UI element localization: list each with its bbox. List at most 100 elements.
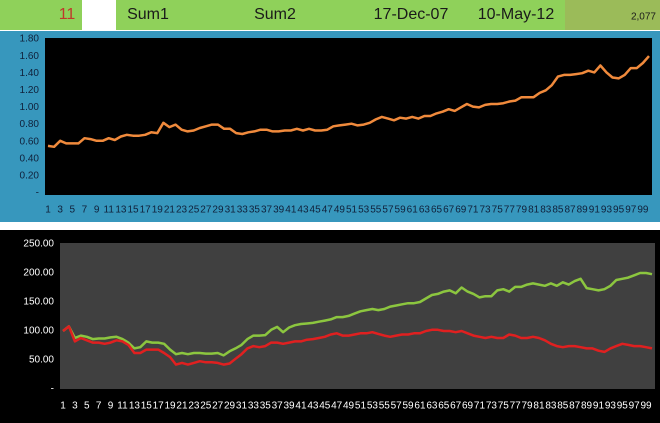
x-tick-label: 97 [629,401,641,412]
x-tick-label: 9 [94,205,100,216]
y-tick-label: 1.20 [20,85,40,96]
blank-cell [82,0,116,30]
x-tick-label: 69 [455,205,467,216]
y-tick-label: 250.00 [23,239,54,250]
x-tick-label: 65 [431,205,443,216]
x-tick-label: 47 [331,401,343,412]
x-tick-label: 7 [96,401,102,412]
x-tick-label: 51 [355,401,367,412]
x-tick-label: 87 [569,401,581,412]
x-tick-label: 37 [272,401,284,412]
x-tick-label: 71 [467,205,479,216]
x-tick-label: 7 [82,205,88,216]
x-tick-label: 49 [334,205,346,216]
x-tick-label: 33 [237,205,249,216]
x-tick-label: 35 [249,205,261,216]
plot-area [60,243,655,389]
x-tick-label: 29 [212,205,224,216]
data-line [47,55,650,149]
x-tick-label: 61 [414,401,426,412]
x-tick-label: 31 [225,205,237,216]
x-tick-label: 85 [552,205,564,216]
x-tick-label: 79 [522,401,534,412]
x-tick-label: 51 [346,205,358,216]
x-tick-label: 23 [176,205,188,216]
x-tick-label: 39 [273,205,285,216]
x-tick-label: 49 [343,401,355,412]
x-tick-label: 15 [127,205,139,216]
y-tick-label: 150.00 [23,297,54,308]
x-tick-label: 31 [236,401,248,412]
x-tick-label: 33 [248,401,260,412]
x-tick-label: 77 [510,401,522,412]
y-tick-label: 1.00 [20,102,40,113]
x-tick-label: 41 [295,401,307,412]
x-tick-label: 5 [70,205,76,216]
x-tick-label: 91 [593,401,605,412]
x-tick-label: 43 [307,401,319,412]
x-tick-label: 75 [492,205,504,216]
header-cell-text: Sum2 [254,6,296,23]
header-cell-text: 17-Dec-07 [374,6,449,23]
x-tick-label: 55 [370,205,382,216]
x-tick-label: 17 [140,205,152,216]
x-tick-label: 17 [153,401,165,412]
x-tick-label: 9 [108,401,114,412]
x-tick-label: 95 [613,205,625,216]
y-tick-label: 50.00 [29,355,54,366]
x-tick-label: 39 [284,401,296,412]
y-tick-label: - [36,188,39,199]
x-tick-label: 89 [577,205,589,216]
x-tick-label: 99 [637,205,649,216]
x-tick-label: 19 [165,401,177,412]
x-tick-label: 13 [115,205,127,216]
x-tick-label: 67 [450,401,462,412]
data-line [62,325,653,366]
x-tick-label: 41 [285,205,297,216]
x-tick-label: 73 [486,401,498,412]
x-tick-label: 15 [141,401,153,412]
data-line [62,271,653,357]
x-tick-label: 27 [212,401,224,412]
header-cell-text: Sum1 [127,6,169,23]
y-tick-label: 200.00 [23,268,54,279]
x-tick-label: 93 [605,401,617,412]
x-tick-label: 95 [617,401,629,412]
header-cell [565,0,660,30]
header-cell-text: 11 [59,6,76,23]
x-tick-label: 63 [426,401,438,412]
y-tick-label: 1.60 [20,51,40,62]
x-tick-label: 89 [581,401,593,412]
x-tick-label: 59 [395,205,407,216]
x-tick-label: 97 [625,205,637,216]
x-tick-label: 11 [104,205,115,216]
x-tick-label: 23 [188,401,200,412]
x-tick-label: 25 [200,401,212,412]
y-tick-label: 0.20 [20,171,40,182]
x-tick-label: 5 [84,401,90,412]
x-tick-label: 69 [462,401,474,412]
x-tick-label: 57 [382,205,394,216]
x-tick-label: 29 [224,401,236,412]
x-tick-label: 71 [474,401,486,412]
x-tick-label: 37 [261,205,273,216]
x-tick-label: 11 [117,401,128,412]
x-tick-label: 75 [498,401,510,412]
x-tick-label: 3 [72,401,78,412]
x-tick-label: 53 [358,205,370,216]
x-tick-label: 91 [589,205,601,216]
y-tick-label: 0.80 [20,119,40,130]
x-tick-label: 21 [176,401,188,412]
x-tick-label: 67 [443,205,455,216]
x-tick-label: 45 [319,401,331,412]
x-tick-label: 77 [504,205,516,216]
x-tick-label: 65 [438,401,450,412]
x-tick-label: 55 [379,401,391,412]
x-tick-label: 87 [564,205,576,216]
x-tick-label: 45 [310,205,322,216]
y-tick-label: - [51,384,54,395]
x-tick-label: 27 [200,205,212,216]
x-tick-label: 83 [540,205,552,216]
x-tick-label: 63 [419,205,431,216]
y-tick-label: 0.40 [20,153,40,164]
